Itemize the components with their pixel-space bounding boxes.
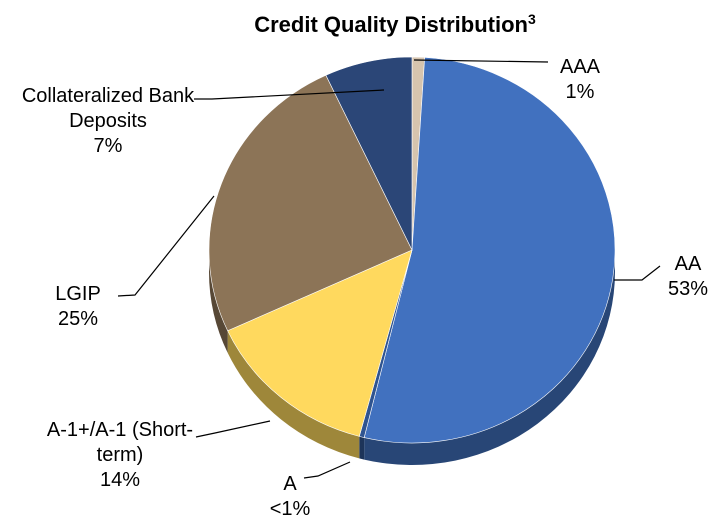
category-label: AAA (559, 56, 601, 78)
slice-side (359, 436, 365, 460)
category-label: AA (674, 253, 702, 275)
leader-line (303, 461, 351, 479)
slice (363, 57, 616, 444)
slice-label: Collateralized Bank Deposits 7% (18, 84, 198, 159)
slice-side (364, 250, 615, 465)
slice-side (209, 250, 228, 353)
value-label: <1% (269, 498, 311, 520)
slice-label: A <1% (260, 472, 320, 522)
slice-label: AA 53% (648, 252, 721, 302)
leader-line (117, 195, 215, 297)
slice (208, 74, 413, 332)
title-note: 3 (528, 11, 536, 27)
slice-label: LGIP 25% (38, 282, 118, 332)
leader-line (195, 420, 271, 438)
category-label: A-1+/A-1 (Short-term) (46, 419, 194, 466)
value-label: 25% (57, 308, 99, 330)
title-text: Credit Quality Distribution (254, 12, 528, 37)
category-label: LGIP (55, 283, 101, 305)
category-label: Collateralized Bank Deposits (21, 85, 195, 132)
leader-line (614, 265, 661, 281)
leader-line (413, 59, 549, 63)
slice-label: A-1+/A-1 (Short-term) 14% (35, 418, 205, 493)
slice-side (227, 330, 360, 459)
value-label: 53% (667, 278, 709, 300)
value-label: 7% (93, 135, 123, 157)
category-label: A (283, 473, 297, 495)
chart-title: Credit Quality Distribution3 (254, 11, 536, 37)
slice-label: AAA 1% (540, 55, 620, 105)
value-label: 1% (565, 81, 595, 103)
slice (325, 56, 413, 251)
leader-line (194, 89, 385, 100)
slice (227, 249, 413, 437)
value-label: 14% (99, 469, 141, 491)
